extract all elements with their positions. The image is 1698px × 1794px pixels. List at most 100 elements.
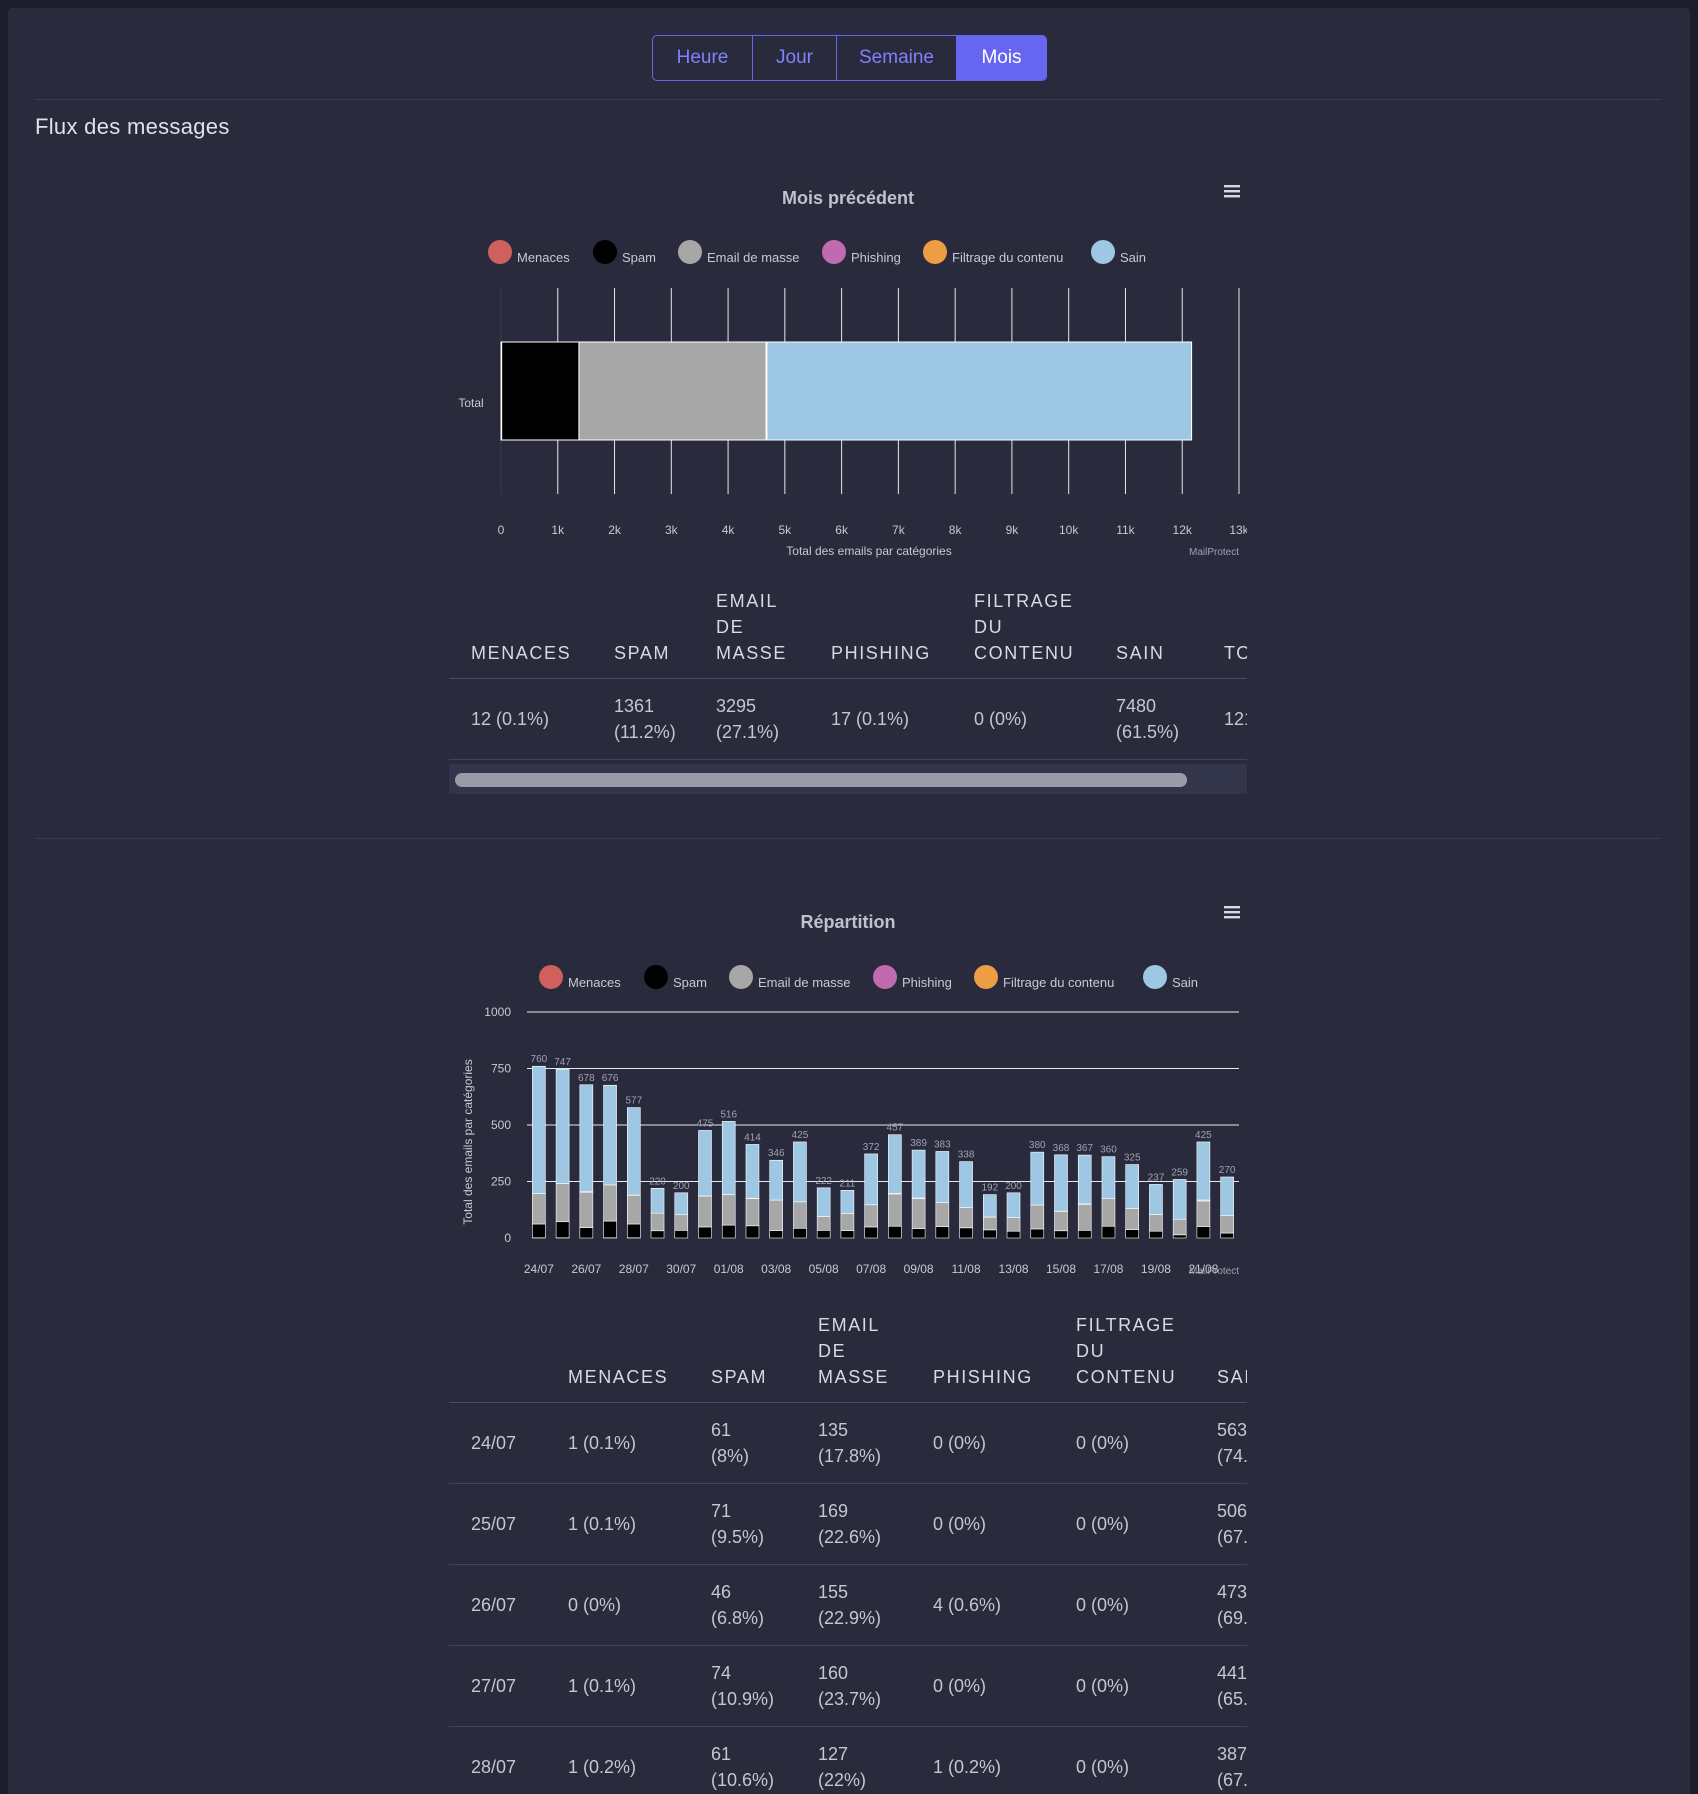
chart-distribution-svg: Répartition Menaces Spam Email de masse Phis… xyxy=(461,898,1246,1277)
table-cell: 169 (22.6%) xyxy=(796,1483,911,1565)
table-cell: 0 (0%) xyxy=(1054,1483,1195,1565)
bar-segment-sain xyxy=(840,1190,855,1214)
bar-segment-spam xyxy=(840,1230,855,1239)
bar-total-label: 760 xyxy=(531,1054,548,1065)
period-month-button[interactable]: Mois xyxy=(957,36,1046,80)
legend-marker-sain xyxy=(1143,965,1167,989)
column-header-filtrage-du-contenu[interactable]: FILTRAGE DU CONTENU xyxy=(952,588,1094,679)
menu-line xyxy=(1224,916,1240,919)
chart1-legend-item-menaces[interactable]: Menaces xyxy=(488,240,570,265)
menu-line xyxy=(1224,190,1240,193)
table-cell: 71 (9.5%) xyxy=(689,1483,796,1565)
table-cell: 473 (69.8%) xyxy=(1195,1564,1247,1646)
bar-segment-sain xyxy=(627,1107,641,1196)
bar-segment-sain xyxy=(1030,1151,1045,1206)
bar-segment-sain xyxy=(603,1084,617,1186)
bar-segment-email-de-masse xyxy=(579,1192,594,1228)
column-header-phishing[interactable]: PHISHING xyxy=(809,588,952,679)
bar-segment-spam xyxy=(627,1223,641,1239)
legend-marker-spam xyxy=(644,965,668,989)
x-tick-label: 1k xyxy=(551,523,565,537)
y-tick-label: 0 xyxy=(504,1231,511,1245)
bar-segment-spam xyxy=(888,1225,902,1239)
summary-table: MENACES SPAM EMAIL DE MASSE PHISHING FILTRAG… xyxy=(449,588,1247,760)
column-header-sain[interactable]: SAIN xyxy=(1094,588,1202,679)
bar-segment-spam xyxy=(603,1220,617,1239)
column-header-total[interactable]: TOTAL xyxy=(1202,588,1247,679)
section-title: Flux des messages xyxy=(35,114,230,139)
period-week-button[interactable]: Semaine xyxy=(837,36,957,80)
chart2-legend-item-email-de-masse[interactable]: Email de masse xyxy=(729,965,850,990)
column-header-menaces[interactable]: MENACES xyxy=(546,1312,689,1403)
bar-segment-spam xyxy=(1054,1230,1068,1239)
bar-segment-sain xyxy=(1006,1192,1021,1218)
column-header-sain[interactable]: SAIN xyxy=(1195,1312,1247,1403)
bar-segment-sain xyxy=(1172,1179,1187,1220)
bar-total-label: 383 xyxy=(934,1139,951,1150)
chart2-legend-item-phishing[interactable]: Phishing xyxy=(873,965,952,990)
y-tick-label: 500 xyxy=(491,1118,511,1132)
column-header-email-de-masse[interactable]: EMAIL DE MASSE xyxy=(796,1312,911,1403)
x-tick-label: 9k xyxy=(1006,523,1020,537)
x-tick-label: 19/08 xyxy=(1141,1262,1171,1276)
period-day-button[interactable]: Jour xyxy=(753,36,837,80)
chart-menu-icon[interactable] xyxy=(1216,898,1246,926)
bar-segment-sain xyxy=(766,341,1193,441)
x-tick-label: 03/08 xyxy=(761,1262,791,1276)
bar-segment-email-de-masse xyxy=(721,1194,736,1226)
chart2-legend-item-sain[interactable]: Sain xyxy=(1143,965,1198,990)
bar-segment-email-de-masse xyxy=(1101,1198,1116,1227)
bar-segment-spam xyxy=(1149,1230,1163,1239)
chart2-legend-item-menaces[interactable]: Menaces xyxy=(539,965,621,990)
legend-marker-sain xyxy=(1091,240,1115,264)
bar-total-label: 200 xyxy=(1005,1181,1022,1192)
bar-total-label: 222 xyxy=(815,1176,832,1187)
bar-segment-email-de-masse xyxy=(793,1201,807,1229)
table-cell: 1361 (11.2%) xyxy=(592,678,694,760)
bar-segment-email-de-masse xyxy=(1077,1204,1092,1231)
chart2-legend-item-spam[interactable]: Spam xyxy=(644,965,707,990)
x-tick-label: 26/07 xyxy=(571,1262,601,1276)
chart1-legend-item-email-de-masse[interactable]: Email de masse xyxy=(678,240,799,265)
bar-segment-spam xyxy=(769,1230,784,1239)
table-cell: 1 (0.2%) xyxy=(546,1726,689,1794)
row-date: 25/07 xyxy=(449,1483,546,1565)
bar-segment-sain xyxy=(769,1159,784,1201)
legend-label-phishing: Phishing xyxy=(851,250,901,265)
period-hour-button[interactable]: Heure xyxy=(653,36,753,80)
bar-segment-sain xyxy=(982,1194,997,1218)
summary-table-scrollbar[interactable] xyxy=(449,764,1247,794)
column-header-spam[interactable]: SPAM xyxy=(689,1312,796,1403)
menu-line xyxy=(1224,911,1240,914)
bar-segment-spam xyxy=(982,1229,997,1239)
bar-total-label: 676 xyxy=(602,1073,619,1084)
chart1-legend-item-filtrage-du-contenu[interactable]: Filtrage du contenu xyxy=(923,240,1063,265)
bar-segment-spam xyxy=(698,1226,712,1239)
bar-segment-spam xyxy=(1220,1232,1234,1239)
column-header-menaces[interactable]: MENACES xyxy=(449,588,592,679)
chart1-legend-item-phishing[interactable]: Phishing xyxy=(822,240,901,265)
daily-table-container: MENACES SPAM EMAIL DE MASSE PHISHING FILTRAG… xyxy=(449,1312,1247,1794)
scrollbar-thumb[interactable] xyxy=(455,773,1187,787)
bar-segment-email-de-masse xyxy=(627,1194,641,1225)
bar-segment-sain xyxy=(532,1065,546,1194)
column-header-email-de-masse[interactable]: EMAIL DE MASSE xyxy=(694,588,809,679)
bar-total-label: 325 xyxy=(1124,1153,1141,1164)
table-row: 25/07 1 (0.1%) 71 (9.5%) 169 (22.6%) 0 (0%) 0… xyxy=(449,1483,1247,1565)
bar-segment-email-de-masse xyxy=(555,1183,570,1223)
chart-previous-month: Mois précédent Menaces Spam Email de masse P… xyxy=(449,164,1247,564)
bar-segment-spam xyxy=(864,1226,878,1239)
x-tick-label: 24/07 xyxy=(524,1262,554,1276)
chart2-legend-item-filtrage-du-contenu[interactable]: Filtrage du contenu xyxy=(974,965,1114,990)
chart1-legend-item-spam[interactable]: Spam xyxy=(593,240,656,265)
column-header-phishing[interactable]: PHISHING xyxy=(911,1312,1054,1403)
table-header-row: MENACES SPAM EMAIL DE MASSE PHISHING FILTRAG… xyxy=(449,1312,1247,1403)
bar-segment-sain xyxy=(555,1068,570,1184)
table-cell: 4 (0.6%) xyxy=(911,1564,1054,1646)
bar-total-label: 678 xyxy=(578,1073,595,1084)
column-header-filtrage-du-contenu[interactable]: FILTRAGE DU CONTENU xyxy=(1054,1312,1195,1403)
bar-segment-email-de-masse xyxy=(935,1202,950,1228)
column-header-spam[interactable]: SPAM xyxy=(592,588,694,679)
chart1-legend-item-sain[interactable]: Sain xyxy=(1091,240,1146,265)
chart-menu-icon[interactable] xyxy=(1216,177,1246,205)
